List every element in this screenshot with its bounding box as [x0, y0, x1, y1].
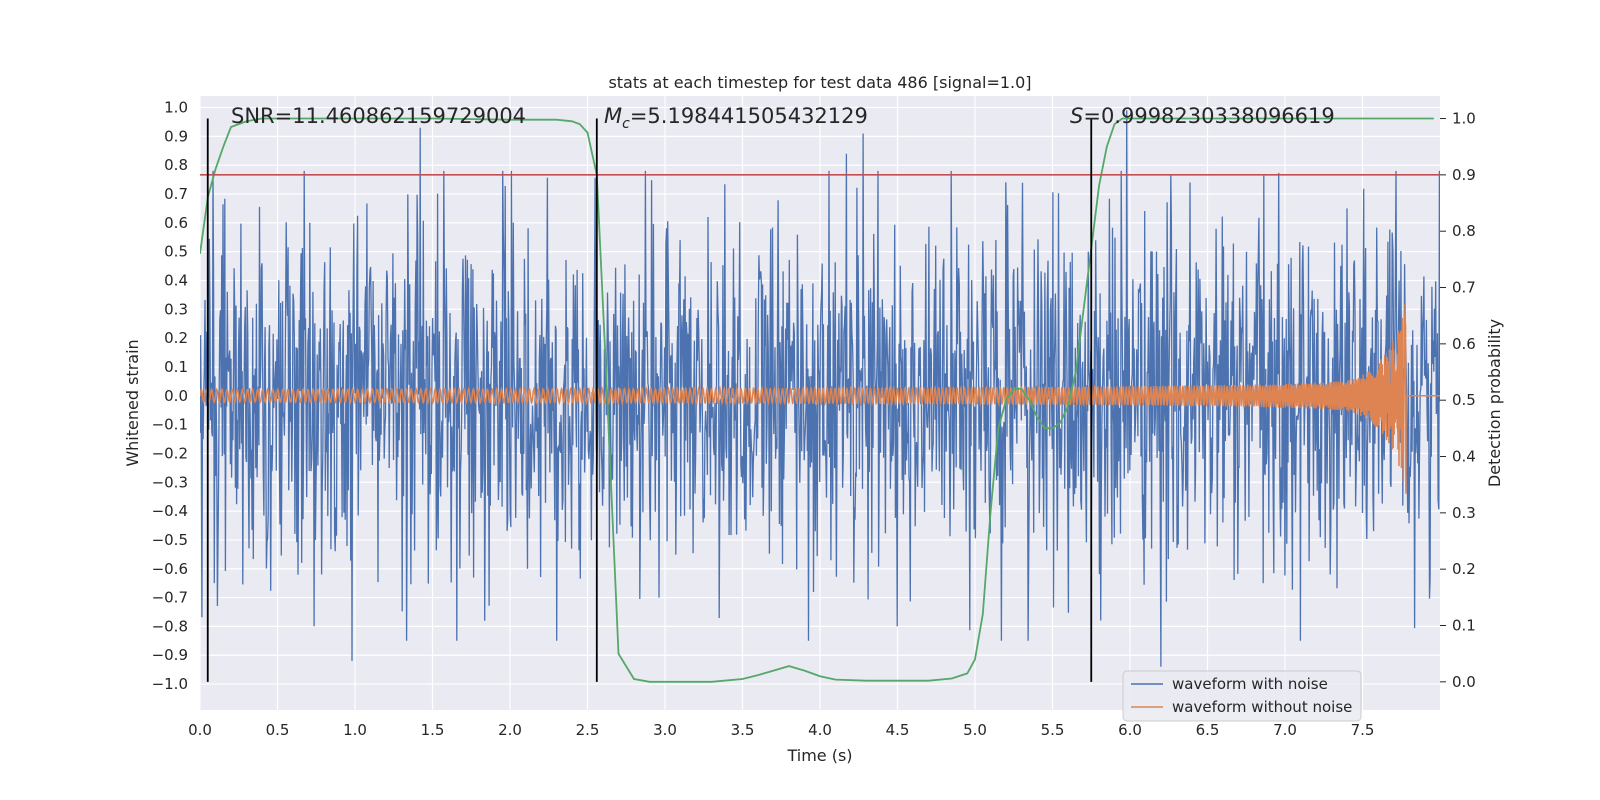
x-tick-label: 1.0 [343, 721, 367, 739]
chart-title: stats at each timestep for test data 486… [608, 73, 1031, 92]
y-right-tick-label: 0.6 [1452, 335, 1476, 353]
y-left-tick-label: −0.3 [152, 473, 188, 491]
y-left-tick-label: 0.9 [164, 127, 188, 145]
y-left-tick-label: 1.0 [164, 99, 188, 117]
y-left-tick-label: 0.4 [164, 271, 188, 289]
x-tick-label: 7.0 [1273, 721, 1297, 739]
y-left-tick-label: 0.1 [164, 358, 188, 376]
significance-value: =0.9998230338096619 [1083, 104, 1334, 128]
y-left-tick-label: 0.8 [164, 156, 188, 174]
legend-label-clean: waveform without noise [1172, 698, 1352, 716]
y-right-tick-label: 0.0 [1452, 673, 1476, 691]
x-tick-label: 6.5 [1196, 721, 1220, 739]
legend: waveform with noise waveform without noi… [1123, 671, 1361, 721]
y-right-tick-label: 0.7 [1452, 279, 1476, 297]
x-tick-label: 2.0 [498, 721, 522, 739]
y-right-tick-label: 0.9 [1452, 166, 1476, 184]
y-left-tick-label: −1.0 [152, 675, 188, 693]
y-right-tick-label: 0.2 [1452, 560, 1476, 578]
significance-annotation: S=0.9998230338096619 [1070, 104, 1335, 128]
y-left-tick-label: −0.6 [152, 560, 188, 578]
y-left-tick-label: −0.8 [152, 617, 188, 635]
x-tick-label: 1.5 [421, 721, 445, 739]
y-right-tick-label: 0.4 [1452, 448, 1476, 466]
y-left-tick-label: 0.5 [164, 243, 188, 261]
chirp-mass-value: =5.198441505432129 [630, 104, 868, 128]
significance-symbol: S [1070, 104, 1083, 128]
y-left-tick-label: 0.3 [164, 300, 188, 318]
x-tick-label: 3.5 [731, 721, 755, 739]
y-right-tick-label: 0.1 [1452, 617, 1476, 635]
x-tick-label: 6.0 [1118, 721, 1142, 739]
x-tick-label: 7.5 [1351, 721, 1375, 739]
y-left-tick-label: −0.7 [152, 589, 188, 607]
y-right-tick-label: 0.5 [1452, 391, 1476, 409]
x-tick-label: 0.5 [266, 721, 290, 739]
chirp-mass-symbol: M [604, 104, 622, 128]
y-left-tick-label: 0.6 [164, 214, 188, 232]
y-right-tick-label: 0.3 [1452, 504, 1476, 522]
y-left-tick-label: −0.4 [152, 502, 188, 520]
x-tick-label: 2.5 [576, 721, 600, 739]
chirp-mass-annotation: Mc=5.198441505432129 [604, 104, 868, 132]
y-left-tick-label: 0.2 [164, 329, 188, 347]
x-tick-label: 5.5 [1041, 721, 1065, 739]
y-right-tick-label: 1.0 [1452, 110, 1476, 128]
y-left-tick-label: −0.1 [152, 416, 188, 434]
y-right-tick-label: 0.8 [1452, 222, 1476, 240]
x-tick-label: 0.0 [188, 721, 212, 739]
legend-label-noise: waveform with noise [1172, 675, 1328, 693]
y-left-tick-label: −0.2 [152, 444, 188, 462]
y-left-tick-label: 0.0 [164, 387, 188, 405]
x-tick-label: 4.0 [808, 721, 832, 739]
y-right-axis-label: Detection probability [1485, 319, 1504, 487]
x-tick-label: 3.0 [653, 721, 677, 739]
y-left-tick-label: −0.9 [152, 646, 188, 664]
chart: 0.0 0.5 1.0 1.5 2.0 2.5 3.0 3.5 4.0 4.5 5.0 5.5 6.0 6… [0, 0, 1600, 800]
x-axis-label: Time (s) [786, 746, 852, 765]
x-tick-label: 4.5 [886, 721, 910, 739]
y-left-axis-label: Whitened strain [123, 339, 142, 466]
x-tick-label: 5.0 [963, 721, 987, 739]
y-left-tick-label: −0.5 [152, 531, 188, 549]
snr-annotation: SNR=11.460862159729004 [231, 104, 526, 128]
y-left-tick-label: 0.7 [164, 185, 188, 203]
